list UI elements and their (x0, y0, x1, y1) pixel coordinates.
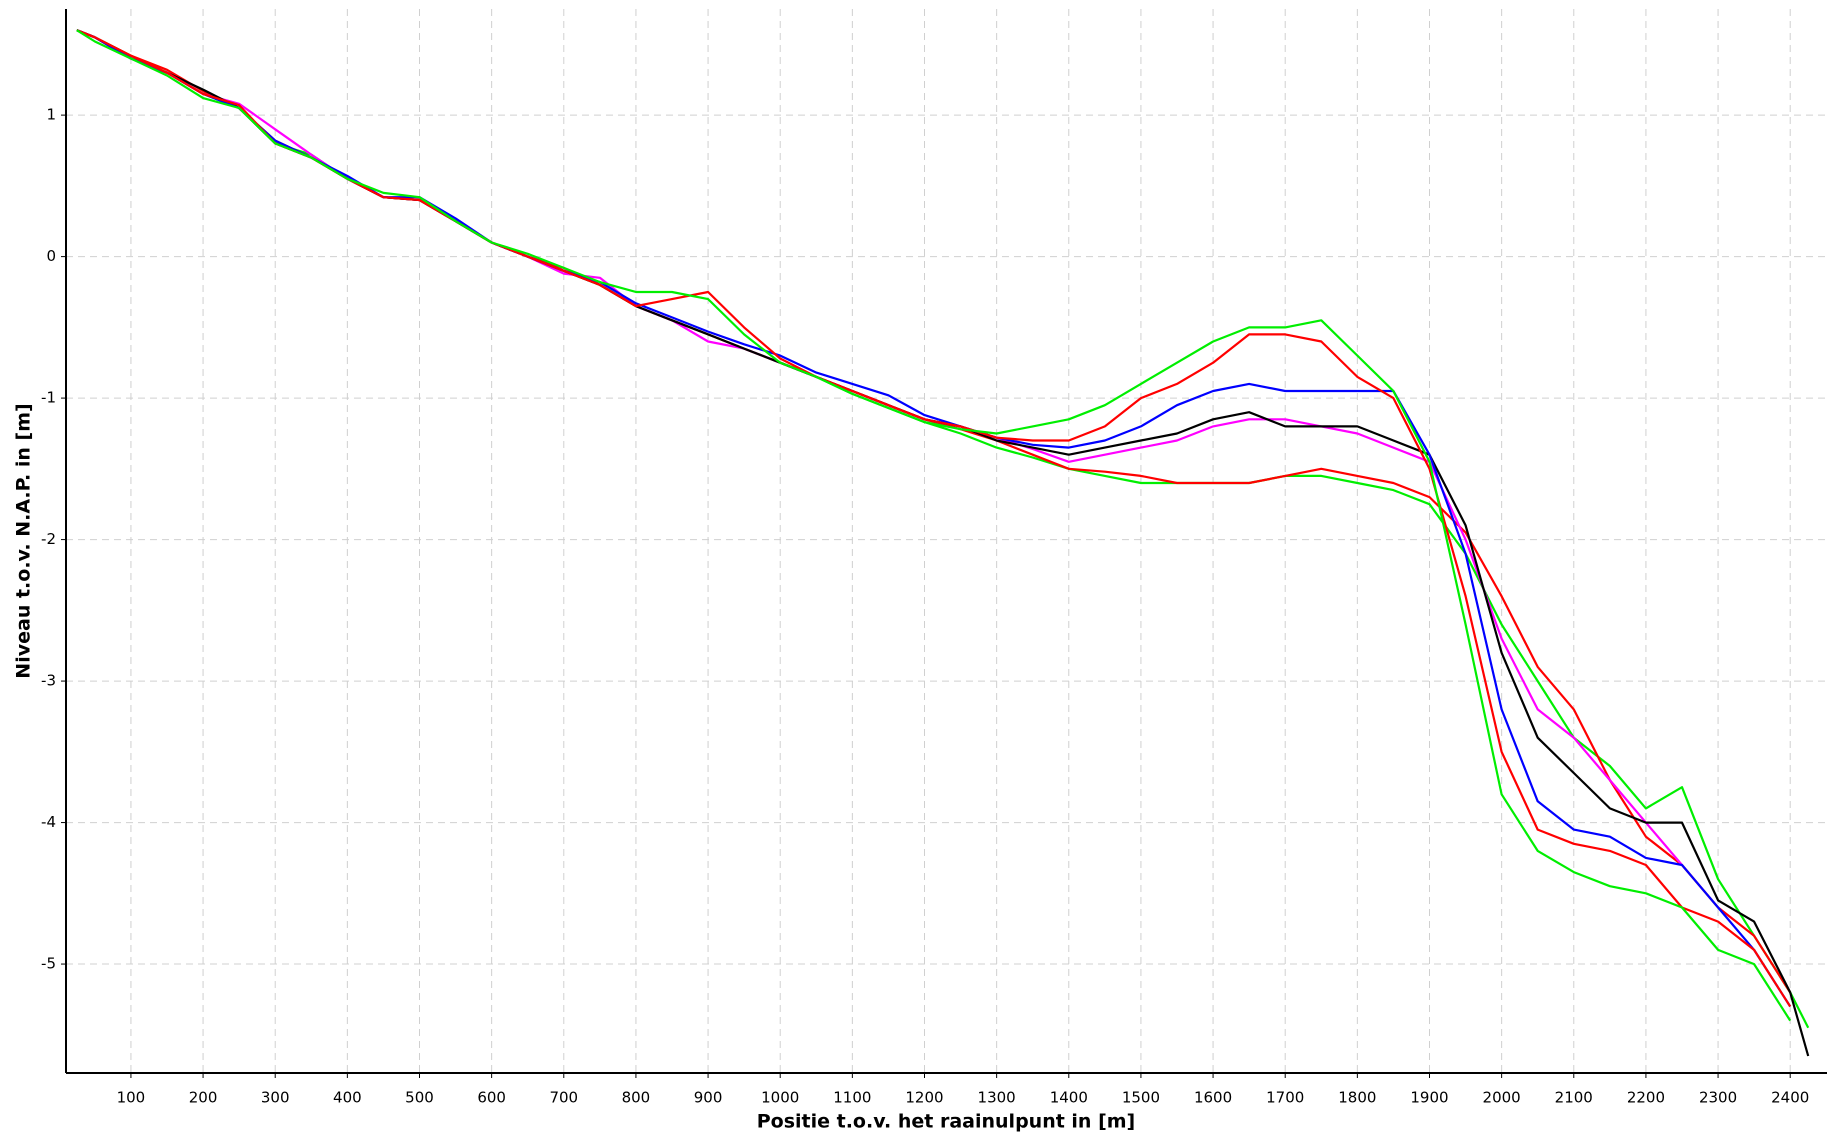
y-axis-label: Niveau t.o.v. N.A.P. in [m] (13, 403, 35, 678)
data-line (76, 29, 1683, 866)
data-line (76, 29, 1810, 1057)
x-tick-label: 1500 (1122, 1089, 1160, 1107)
x-tick-label: 600 (477, 1089, 506, 1107)
x-axis-label: Positie t.o.v. het raainulpunt in [m] (757, 1111, 1136, 1133)
x-tick-label: 1400 (1050, 1089, 1088, 1107)
x-tick-label: 2300 (1699, 1089, 1737, 1107)
y-tick-label: -5 (41, 955, 56, 973)
x-tick-label: 2200 (1627, 1089, 1665, 1107)
y-tick-label: -3 (41, 672, 56, 690)
y-tick-label: -2 (41, 530, 56, 548)
x-tick-label: 400 (333, 1089, 362, 1107)
data-line (76, 29, 1792, 1008)
x-tick-label: 100 (117, 1089, 146, 1107)
x-tick-label: 1800 (1338, 1089, 1376, 1107)
data-line (76, 29, 1792, 1008)
x-tick-label: 2000 (1483, 1089, 1521, 1107)
data-line (76, 29, 1792, 1022)
y-tick-label: 1 (46, 106, 56, 124)
x-tick-label: 1100 (833, 1089, 871, 1107)
y-tick-label: -4 (41, 813, 56, 831)
x-tick-label: 500 (405, 1089, 434, 1107)
x-tick-label: 300 (261, 1089, 290, 1107)
x-tick-label: 2100 (1555, 1089, 1593, 1107)
data-line (76, 29, 1792, 993)
y-tick-label: 0 (46, 247, 56, 265)
data-line (76, 29, 1810, 1029)
x-tick-label: 800 (622, 1089, 651, 1107)
x-tick-label: 900 (694, 1089, 723, 1107)
x-tick-label: 700 (549, 1089, 578, 1107)
x-tick-label: 1300 (978, 1089, 1016, 1107)
x-tick-label: 200 (189, 1089, 218, 1107)
x-tick-label: 1600 (1194, 1089, 1232, 1107)
y-tick-label: -1 (41, 389, 56, 407)
x-tick-label: 1200 (905, 1089, 943, 1107)
x-tick-label: 1000 (761, 1089, 799, 1107)
x-tick-label: 2400 (1771, 1089, 1809, 1107)
x-tick-label: 1700 (1266, 1089, 1304, 1107)
x-tick-label: 1900 (1410, 1089, 1448, 1107)
